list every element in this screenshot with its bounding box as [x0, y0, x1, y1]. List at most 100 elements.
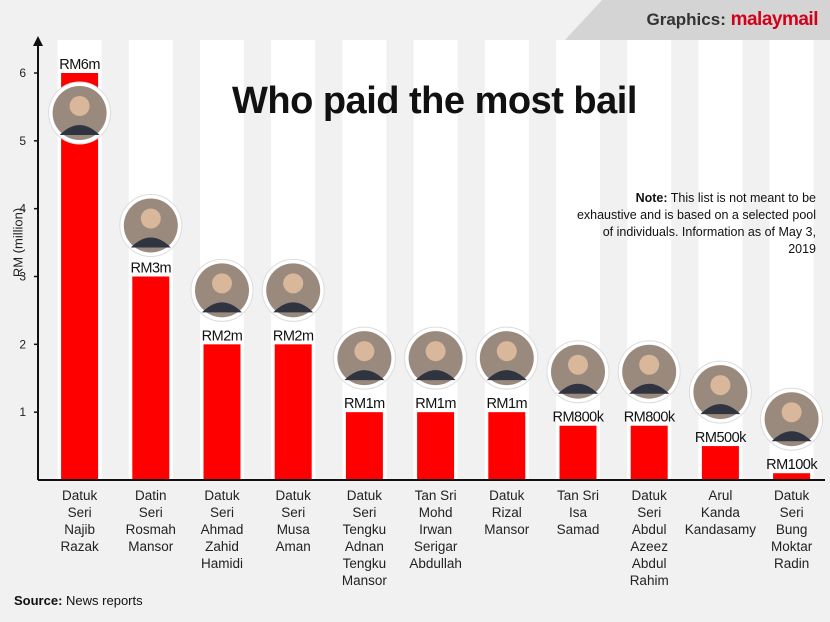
- avatar-body: [486, 370, 527, 381]
- category-label: Abdul: [632, 522, 667, 537]
- credit-prefix: Graphics:: [646, 10, 726, 29]
- y-tick-label: 3: [19, 270, 26, 284]
- category-label: Zahid: [205, 539, 239, 554]
- avatar-body: [771, 431, 812, 442]
- bar-9: [630, 425, 668, 480]
- credit-band: [565, 0, 830, 40]
- note-label: Note:: [635, 191, 668, 205]
- category-label: Razak: [60, 539, 99, 554]
- avatar-face: [69, 96, 90, 116]
- category-label: Azeez: [630, 539, 668, 554]
- avatar-face: [781, 402, 802, 423]
- category-label: Rahim: [630, 573, 669, 588]
- avatar-body: [130, 237, 171, 248]
- category-label: Datuk: [62, 488, 98, 503]
- category-label: Mansor: [484, 522, 530, 537]
- data-label: RM100k: [766, 457, 818, 473]
- category-label: Kandasamy: [685, 522, 757, 537]
- data-label: RM1m: [344, 396, 385, 412]
- avatar-body: [415, 370, 456, 381]
- category-label: Datuk: [276, 488, 312, 503]
- category-label: Seri: [352, 505, 376, 520]
- category-label: Serigar: [414, 539, 458, 554]
- bar-8: [559, 425, 597, 480]
- category-label: Hamidi: [201, 556, 243, 571]
- data-label: RM2m: [202, 328, 243, 344]
- category-label: Mansor: [342, 573, 388, 588]
- bar-2: [132, 276, 170, 480]
- background-stripe: [342, 40, 387, 480]
- source-label: Source:: [14, 593, 63, 608]
- avatar-face: [639, 354, 660, 375]
- category-label: Moktar: [771, 539, 813, 554]
- y-axis-arrow: [33, 36, 43, 46]
- bar-4: [274, 344, 312, 480]
- data-label: RM800k: [553, 410, 605, 426]
- avatar-face: [710, 375, 731, 396]
- avatar-face: [354, 341, 375, 362]
- category-label: Musa: [277, 522, 311, 537]
- data-label: RM2m: [273, 328, 314, 344]
- category-label: Najib: [64, 522, 95, 537]
- category-label: Seri: [139, 505, 163, 520]
- category-label: Tengku: [343, 522, 387, 537]
- category-label: Tengku: [343, 556, 387, 571]
- data-label: RM1m: [486, 396, 527, 412]
- category-label: Rosmah: [126, 522, 176, 537]
- category-label: Tan Sri: [415, 488, 457, 503]
- category-label: Abdul: [632, 556, 667, 571]
- note-text: This list is not meant to be exhaustive …: [576, 191, 816, 256]
- background-stripe: [556, 40, 600, 480]
- category-label: Radin: [774, 556, 809, 571]
- category-label: Abdullah: [409, 556, 462, 571]
- category-label: Rizal: [492, 505, 522, 520]
- category-label: Datin: [135, 488, 167, 503]
- bar-11: [773, 473, 811, 480]
- avatar-body: [629, 383, 670, 394]
- category-label: Seri: [281, 505, 305, 520]
- category-label: Isa: [569, 505, 588, 520]
- avatar-face: [140, 208, 161, 229]
- avatar-face: [212, 273, 232, 294]
- source-text: News reports: [66, 593, 143, 608]
- avatar-body: [558, 383, 598, 394]
- category-label: Mohd: [419, 505, 453, 520]
- data-label: RM800k: [624, 410, 676, 426]
- bar-3: [203, 344, 241, 480]
- data-label: RM1m: [415, 396, 456, 412]
- avatar-face: [425, 341, 446, 362]
- data-label: RM500k: [695, 430, 747, 446]
- y-tick-label: 2: [19, 337, 26, 351]
- category-label: Arul: [708, 488, 732, 503]
- category-label: Seri: [780, 505, 804, 520]
- avatar-body: [273, 302, 314, 313]
- avatar-body: [202, 302, 242, 313]
- avatar-face: [568, 354, 588, 375]
- avatar-body: [344, 370, 385, 381]
- y-tick-label: 6: [19, 66, 26, 80]
- avatar-body: [700, 404, 741, 415]
- category-label: Bung: [776, 522, 808, 537]
- background-stripe: [413, 40, 458, 480]
- category-label: Datuk: [774, 488, 810, 503]
- category-label: Ahmad: [201, 522, 244, 537]
- category-label: Mansor: [128, 539, 174, 554]
- category-label: Seri: [68, 505, 92, 520]
- y-tick-label: 1: [19, 405, 26, 419]
- brand-logo: malaymail: [730, 9, 819, 30]
- bar-6: [417, 412, 455, 480]
- bar-5: [345, 412, 383, 480]
- note-box: Note: This list is not meant to be exhau…: [576, 190, 816, 258]
- y-tick-label: 5: [19, 134, 26, 148]
- category-label: Datuk: [204, 488, 240, 503]
- y-axis-label: RM (million): [10, 207, 26, 278]
- category-label: Aman: [276, 539, 311, 554]
- y-tick-label: 4: [19, 202, 26, 216]
- category-label: Samad: [557, 522, 600, 537]
- category-label: Datuk: [489, 488, 525, 503]
- category-label: Kanda: [701, 505, 741, 520]
- avatar-body: [59, 125, 100, 135]
- bar-10: [701, 446, 739, 480]
- category-label: Datuk: [347, 488, 383, 503]
